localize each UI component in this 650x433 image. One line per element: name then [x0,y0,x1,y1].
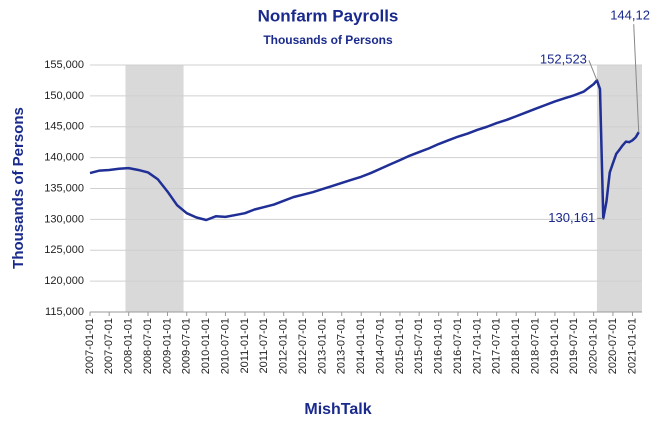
y-tick-label: 155,000 [44,59,84,71]
x-tick-label: 2021-01-01 [626,318,638,374]
x-tick-label: 2018-07-01 [529,318,541,374]
y-tick-label: 145,000 [44,121,84,133]
annotation-leader [588,60,598,81]
x-tick-label: 2008-07-01 [142,318,154,374]
x-tick-label: 2019-01-01 [549,318,561,374]
y-tick-label: 140,000 [44,152,84,164]
y-tick-label: 135,000 [44,182,84,194]
y-axis-label: Thousands of Persons [10,107,27,269]
chart-subtitle: Thousands of Persons [263,33,393,47]
x-tick-label: 2008-01-01 [123,318,135,374]
chart-title: Nonfarm Payrolls [258,6,399,25]
y-tick-label: 150,000 [44,90,84,102]
y-tick-label: 125,000 [44,244,84,256]
x-tick-label: 2014-07-01 [374,318,386,374]
x-tick-label: 2020-01-01 [588,318,600,374]
x-tick-label: 2017-01-01 [471,318,483,374]
x-tick-label: 2016-07-01 [452,318,464,374]
annotation-leader [633,24,640,133]
x-axis-label: MishTalk [304,401,371,418]
x-tick-label: 2007-01-01 [84,318,96,374]
x-tick-label: 2013-07-01 [336,318,348,374]
x-tick-label: 2019-07-01 [568,318,580,374]
x-tick-label: 2007-07-01 [103,318,115,374]
x-tick-label: 2010-01-01 [200,318,212,374]
annotation-label: 152,523 [540,52,587,67]
data-line [89,79,640,222]
x-tick-label: 2014-01-01 [355,318,367,374]
x-tick-label: 2009-07-01 [181,318,193,374]
x-tick-label: 2017-07-01 [491,318,503,374]
x-tick-label: 2013-01-01 [316,318,328,374]
x-tick-label: 2012-07-01 [297,318,309,374]
annotation-label: 144,120 [610,8,650,23]
x-tick-label: 2020-07-01 [607,318,619,374]
x-tick-label: 2011-07-01 [258,318,270,373]
x-tick-label: 2011-01-01 [239,318,251,373]
x-tick-label: 2015-07-01 [413,318,425,374]
y-tick-label: 130,000 [44,213,84,225]
x-tick-label: 2015-01-01 [394,318,406,374]
x-tick-label: 2016-01-01 [433,318,445,374]
y-tick-label: 120,000 [44,275,84,287]
annotation-label: 130,161 [548,210,595,225]
y-tick-label: 115,000 [45,306,84,318]
x-tick-label: 2010-07-01 [219,318,231,374]
x-tick-label: 2018-01-01 [510,318,522,374]
x-tick-label: 2009-01-01 [161,318,173,374]
x-tick-label: 2012-01-01 [278,318,290,374]
